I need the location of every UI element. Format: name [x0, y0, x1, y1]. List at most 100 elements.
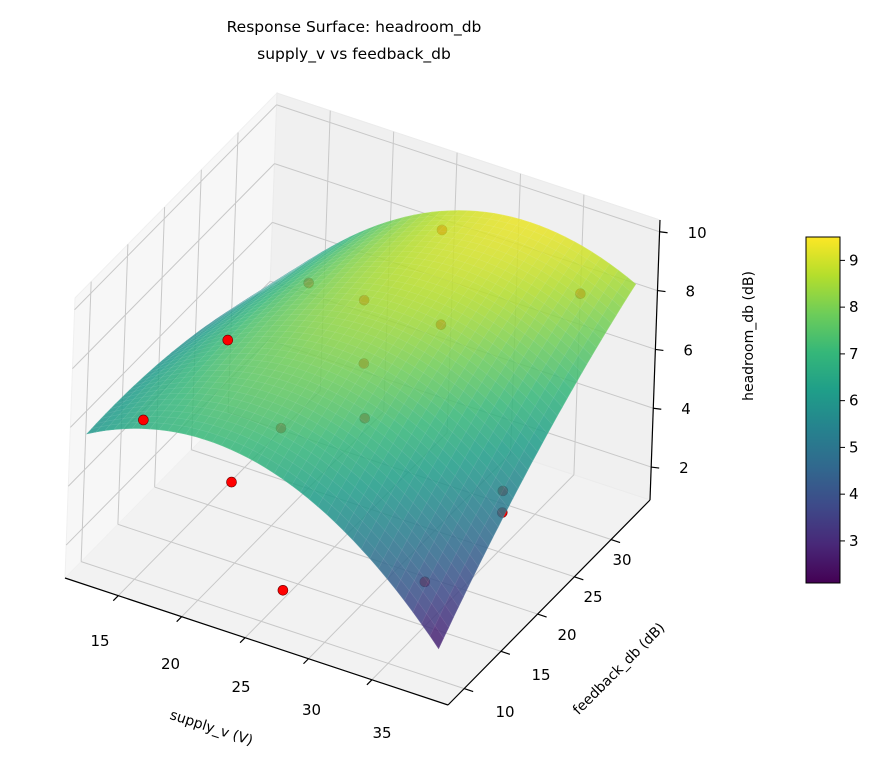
- surface-mesh-line: [125, 381, 479, 567]
- surface-mesh-line: [196, 298, 553, 425]
- surface-mesh-line: [182, 314, 538, 452]
- surface-mesh-line: [144, 358, 499, 528]
- surface-mesh-line: [210, 282, 568, 399]
- surface-mesh-line: [308, 215, 504, 500]
- colorbar-tick-label: 5: [849, 438, 859, 456]
- colorbar-tick-label: 9: [849, 251, 859, 269]
- surface-mesh-line: [186, 308, 543, 443]
- surface-mesh-line: [395, 251, 593, 590]
- surface-mesh-line: [369, 236, 566, 559]
- surface-mesh-line: [194, 222, 387, 437]
- y-tick: [500, 650, 511, 655]
- data-point: [226, 476, 237, 488]
- surface-mesh-line: [238, 250, 597, 348]
- surface-mesh-line: [134, 369, 489, 547]
- z-tick: [655, 348, 664, 352]
- y-tick-label: 20: [557, 626, 576, 644]
- tick-labels: 15 20 25 30 35 10 15 20 25 30 2 4 6 8 10: [90, 224, 706, 742]
- surface-mesh-line: [148, 352, 504, 518]
- y-grid-line: [154, 207, 166, 488]
- surface-mesh-line: [438, 284, 636, 649]
- surface-mesh-line: [104, 269, 295, 431]
- x-axis-line: [64, 577, 449, 706]
- surface-mesh-line: [300, 213, 495, 493]
- y-axis-label: feedback_db (dB): [570, 620, 668, 718]
- x-tick-label: 15: [90, 632, 109, 650]
- surface-mesh-line: [335, 222, 531, 523]
- x-tick: [176, 616, 183, 623]
- surface-mesh-line: [248, 240, 607, 332]
- surface-mesh-line: [219, 271, 578, 382]
- surface-mesh-line: [352, 228, 549, 540]
- surface-mesh-line: [172, 325, 529, 471]
- surface-mesh-line: [271, 215, 631, 293]
- x-tick: [303, 658, 309, 665]
- surface-mesh-line: [257, 230, 617, 316]
- surface-mesh-line: [224, 266, 583, 373]
- y-tick: [463, 688, 474, 693]
- x-tick: [366, 679, 373, 686]
- surface-mesh-line: [404, 257, 601, 601]
- surface-mesh-line: [110, 398, 464, 597]
- z-tick: [653, 407, 662, 410]
- surface-patch: [429, 625, 444, 650]
- z-tick: [657, 289, 666, 293]
- surface-mesh-line: [149, 241, 341, 430]
- colorbar-gradient: [805, 236, 841, 584]
- y-tick: [574, 576, 584, 581]
- surface-mesh-line: [276, 210, 636, 285]
- surface-mesh-line: [115, 392, 469, 587]
- chart-title: Response Surface: headroom_db: [227, 18, 482, 37]
- z-grid-line: [276, 104, 660, 233]
- surface-mesh-line: [238, 211, 432, 454]
- surface-mesh-line: [86, 283, 277, 435]
- surface-mesh-line: [247, 211, 441, 458]
- y-tick: [537, 613, 547, 618]
- surface-mesh-line: [86, 428, 439, 649]
- surface-mesh-line: [158, 236, 351, 430]
- x-tick-label: 20: [161, 655, 180, 673]
- surface-mesh-line: [429, 276, 628, 637]
- surface-mesh-line: [252, 235, 612, 324]
- surface-mesh-line: [120, 387, 474, 577]
- surface-mesh-line: [265, 210, 459, 468]
- surface-mesh-line: [106, 404, 459, 607]
- y-grid-line: [154, 486, 538, 615]
- x-tick-label: 25: [231, 678, 250, 696]
- x-tick: [239, 637, 246, 644]
- surface-mesh-line: [101, 410, 454, 618]
- chart-subtitle: supply_v vs feedback_db: [257, 45, 451, 64]
- y-tick-label: 15: [531, 666, 550, 684]
- colorbar-tick-label: 4: [849, 485, 859, 503]
- surface-mesh-line: [233, 255, 592, 357]
- surface-mesh-line: [282, 211, 477, 480]
- surface-mesh-line: [96, 416, 449, 628]
- colorbar-tick-label: 6: [849, 392, 859, 410]
- surface-mesh-line: [203, 219, 396, 440]
- surface-mesh-line: [95, 276, 286, 433]
- surface-mesh-line: [205, 287, 563, 408]
- surface-mesh-line: [191, 303, 548, 434]
- surface-mesh-line: [243, 245, 602, 340]
- z-tick: [659, 231, 668, 234]
- surface-mesh-line: [200, 292, 558, 417]
- surface-mesh-line: [317, 217, 513, 507]
- axis-lines: [64, 219, 668, 706]
- y-axis-line: [447, 499, 651, 706]
- surface-mesh-line: [262, 225, 622, 308]
- z-axis-line: [649, 219, 661, 501]
- surface-mesh-line: [177, 319, 533, 461]
- surface-mesh-line: [122, 257, 314, 429]
- surface-mesh-line: [256, 210, 450, 463]
- x-tick: [112, 595, 119, 602]
- surface-mesh-line: [158, 341, 514, 499]
- x-tick-label: 30: [302, 701, 321, 719]
- z-grid-line: [70, 222, 273, 428]
- data-point: [222, 334, 234, 346]
- colorbar-tick-label: 7: [849, 345, 859, 363]
- surface-mesh-line: [386, 246, 584, 579]
- z-tick-label: 4: [681, 400, 691, 418]
- surface-mesh-line: [361, 232, 557, 550]
- surface-mesh-line: [167, 232, 360, 431]
